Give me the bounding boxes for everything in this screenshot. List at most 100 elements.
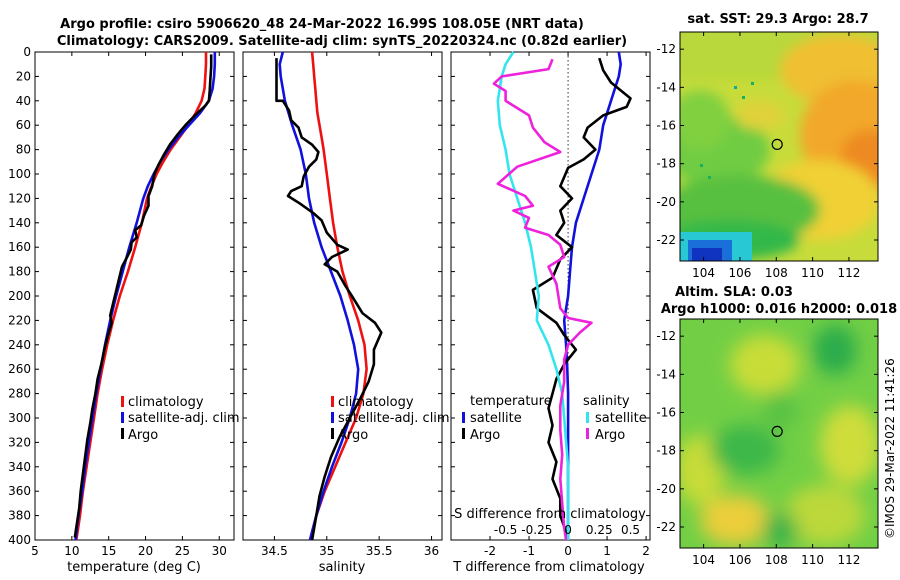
legend-swatch-climatology [331,396,334,407]
sst-map-field [680,32,878,261]
temperature-panel: 0 20 40 60 80 100 120 140 160 180 200 220 240 260 280 3… [8,45,240,575]
sst-map-lat-label: -16 [656,119,676,133]
legend-swatch-t-argo [462,428,465,439]
temperature-xtick-label: 25 [175,544,190,558]
salinity-lines [275,51,383,541]
legend-label-climatology: climatology [128,395,204,410]
sla-map-subtitle: Argo h1000: 0.016 h2000: 0.018 [661,302,897,317]
argo-position-marker [771,138,783,150]
depth-tick-label: 240 [8,338,31,352]
difference-xtick-label: -2 [484,544,496,558]
sla-map-lat-label: -12 [656,329,676,343]
salinity-xlabel: salinity [319,560,366,575]
sla-map-lon-label: 104 [692,553,715,567]
difference-legend: temperature satellite Argo salinity sate… [462,394,647,443]
temperature-xtick-label: 10 [64,544,79,558]
temperature-xtick-label: 30 [212,544,227,558]
depth-tick-label: 60 [16,118,31,132]
s-diff-tick-label: 0.5 [621,523,640,537]
legend-swatch-s-argo [586,428,589,439]
sst-map-lon-label: 106 [728,266,751,280]
legend-label-argo: Argo [128,428,158,443]
series-climatology [308,51,368,541]
salinity-panel: 34.5 35 35.5 36 salinity climatology satell… [242,51,450,575]
salinity-xtick-label: 36 [424,544,439,558]
depth-tick-label: 320 [8,435,31,449]
sst-map-lat-label: -18 [656,157,676,171]
sst-map-lon-label: 108 [765,266,788,280]
legend-swatch-satellite [121,412,124,423]
depth-tick-label: 20 [16,69,31,83]
temperature-xtick-label: 5 [31,544,39,558]
legend-label-satellite: satellite-adj. clim [128,411,240,426]
sst-map-frame [679,31,879,262]
sst-map-lon-label: 110 [801,266,824,280]
temperature-xtick-label: 20 [138,544,153,558]
imos-watermark: ©IMOS 29-Mar-2022 11:41:26 [883,358,897,539]
salinity-xtick-label: 34.5 [261,544,288,558]
figure-title-line1: Argo profile: csiro 5906620_48 24-Mar-20… [60,17,584,32]
depth-tick-label: 100 [8,167,31,181]
difference-xtick-label: 2 [642,544,650,558]
difference-lines [492,51,632,541]
s-diff-tick-label: 0.25 [586,523,613,537]
legend-label-climatology: climatology [338,395,414,410]
sla-map-lat-label: -16 [656,406,676,420]
sst-map-lat-label: -20 [656,195,676,209]
difference-xtick-label: 0 [564,544,572,558]
sla-map-lon-label: 106 [728,553,751,567]
legend-swatch-satellite [331,412,334,423]
salinity-xtick-label: 35 [319,544,334,558]
sla-map-lon-label: 112 [837,553,860,567]
depth-tick-label: 120 [8,191,31,205]
sla-map-frame [679,318,879,549]
sla-map-field [680,319,878,548]
s-diff-tick-label: -0.5 [494,523,517,537]
temperature-legend: climatology satellite-adj. clim Argo [121,395,240,443]
difference-axes-box [450,51,651,541]
temperature-ticks: 0 20 40 60 80 100 120 140 160 180 200 220 240 260 280 3… [8,45,234,558]
salinity-legend: climatology satellite-adj. clim Argo [331,395,450,443]
legend-swatch-s-satellite [586,412,589,423]
difference-xlabel: T difference from climatology [452,560,645,575]
sla-map-lat-label: -20 [656,482,676,496]
depth-tick-label: 160 [8,240,31,254]
sla-map-lon-label: 108 [765,553,788,567]
depth-tick-label: 200 [8,289,31,303]
depth-tick-label: 140 [8,216,31,230]
sla-map-panel: Altim. SLA: 0.03 Argo h1000: 0.016 h2000… [656,285,897,567]
legend-label-t-argo: Argo [470,428,500,443]
depth-tick-label: 360 [8,484,31,498]
legend-title-salinity: salinity [583,394,630,409]
depth-tick-label: 0 [23,45,31,59]
depth-tick-label: 180 [8,265,31,279]
sst-map-ticks: 104 106 108 110 112 -12 -14 -16 -18 -20 -22 [656,32,878,280]
sla-map-lat-label: -18 [656,444,676,458]
temperature-xlabel: temperature (deg C) [67,560,201,575]
s-diff-tick-label: 0 [564,523,572,537]
salinity-ticks: 34.5 35 35.5 36 [243,51,442,558]
legend-label-s-argo: Argo [595,428,625,443]
depth-tick-label: 40 [16,94,31,108]
depth-tick-label: 260 [8,362,31,376]
sla-map-lat-label: -22 [656,520,676,534]
sst-map-lon-label: 112 [837,266,860,280]
sla-map-lon-label: 110 [801,553,824,567]
depth-tick-label: 80 [16,143,31,157]
sst-map-lat-label: -12 [656,42,676,56]
depth-tick-label: 220 [8,313,31,327]
temperature-axes-box [34,51,235,541]
legend-swatch-t-satellite [462,412,465,423]
sst-map-lon-label: 104 [692,266,715,280]
depth-tick-label: 300 [8,411,31,425]
salinity-axes-box [242,51,443,541]
sst-map-panel: sat. SST: 29.3 Argo: 28.7 [656,12,879,280]
series-s-argo [492,58,593,541]
legend-swatch-argo [331,428,334,439]
s-difference-ticks: -0.5 -0.25 0 0.25 0.5 [494,523,640,537]
legend-swatch-climatology [121,396,124,407]
difference-xlabel-top: S difference from climatology [454,507,646,522]
temperature-lines [73,52,217,541]
depth-tick-label: 280 [8,387,31,401]
sla-map-ticks: 104 106 108 110 112 -12 -14 -16 -18 -20 -22 [656,319,878,567]
